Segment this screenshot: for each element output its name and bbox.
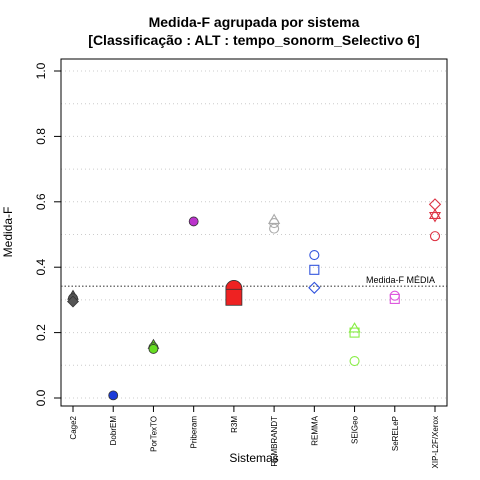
x-tick-label: DobrEM xyxy=(109,416,118,446)
data-point xyxy=(269,223,280,234)
gridlines xyxy=(61,70,447,399)
data-point xyxy=(428,212,442,223)
plot-frame xyxy=(60,58,448,407)
y-tick-label: 0.8 xyxy=(34,128,48,145)
y-axis-label: Medida-F xyxy=(1,207,15,258)
x-tick-label: REMBRANDT xyxy=(270,416,279,467)
data-point xyxy=(309,264,320,275)
average-line-label: Medida-F MÉDIA xyxy=(366,275,435,285)
x-tick-label: SeRELeP xyxy=(391,416,400,451)
x-tick-label: R3M xyxy=(230,416,239,433)
data-point xyxy=(428,208,442,220)
x-axis-label: Sistemas xyxy=(229,451,278,465)
y-axis: 0.0 0.2 0.4 0.6 0.8 1.0 xyxy=(34,62,61,406)
data-point xyxy=(188,216,199,227)
y-tick-label: 0.2 xyxy=(34,324,48,341)
x-tick-label: Cage2 xyxy=(69,415,78,439)
data-point xyxy=(148,344,159,354)
data-point xyxy=(389,290,400,301)
data-point xyxy=(428,198,442,211)
data-point xyxy=(67,295,79,308)
data-point xyxy=(349,327,360,338)
data-point xyxy=(308,281,321,294)
x-tick-label: PorTexTO xyxy=(149,416,158,452)
data-point xyxy=(349,355,360,367)
x-axis: Cage2 DobrEM PorTexTO Priberam R3M REMBRANDT R… xyxy=(69,406,440,468)
x-tick-label: Priberam xyxy=(190,416,199,449)
data-point xyxy=(429,231,441,242)
data-point xyxy=(108,390,119,401)
chart-title: Medida-F agrupada por sistema xyxy=(149,14,360,30)
y-tick-label: 0.4 xyxy=(34,259,48,276)
average-reference-line: Medida-F MÉDIA xyxy=(61,275,447,287)
x-tick-label: XIP-L2F/Xerox xyxy=(431,416,440,468)
y-tick-label: 0.0 xyxy=(34,389,48,406)
y-tick-label: 1.0 xyxy=(34,62,48,79)
data-points xyxy=(67,198,442,401)
x-tick-label: REMMA xyxy=(310,415,319,445)
data-point xyxy=(389,293,400,304)
y-tick-label: 0.6 xyxy=(34,193,48,210)
x-tick-label: SEIGeo xyxy=(351,415,360,444)
chart-subtitle: [Classificação : ALT : tempo_sonorm_Sele… xyxy=(88,32,419,48)
data-point xyxy=(309,250,320,261)
data-point xyxy=(225,288,243,306)
data-point xyxy=(269,218,280,229)
